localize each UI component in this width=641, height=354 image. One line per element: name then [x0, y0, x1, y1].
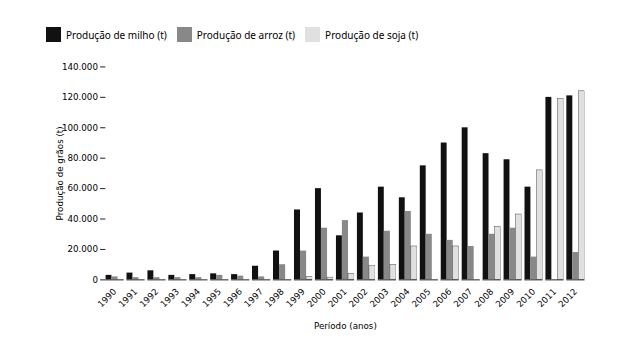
- svg-text:2002: 2002: [347, 287, 370, 310]
- svg-text:1994: 1994: [179, 286, 202, 309]
- svg-text:1992: 1992: [137, 287, 160, 310]
- svg-text:2003: 2003: [368, 287, 391, 310]
- svg-text:1999: 1999: [284, 287, 307, 310]
- svg-text:2012: 2012: [556, 287, 579, 310]
- svg-text:1998: 1998: [263, 287, 286, 310]
- svg-text:1996: 1996: [221, 287, 244, 310]
- svg-text:2005: 2005: [410, 287, 433, 310]
- svg-text:20.000: 20.000: [67, 244, 98, 254]
- svg-text:120.000: 120.000: [62, 92, 98, 102]
- svg-text:Produção de grãos (t): Produção de grãos (t): [55, 126, 65, 220]
- svg-text:1991: 1991: [117, 287, 140, 310]
- svg-text:100.000: 100.000: [62, 123, 98, 133]
- svg-text:1997: 1997: [242, 287, 265, 310]
- svg-text:2001: 2001: [326, 287, 349, 310]
- svg-text:1990: 1990: [96, 287, 119, 310]
- svg-text:60.000: 60.000: [67, 183, 98, 193]
- svg-text:2006: 2006: [431, 287, 454, 310]
- svg-text:2004: 2004: [389, 286, 412, 309]
- svg-text:0: 0: [92, 275, 98, 285]
- html-text:Produção de soja (t): Produção de soja (t): [325, 27, 419, 42]
- svg-text:80.000: 80.000: [67, 153, 98, 163]
- svg-text:2010: 2010: [515, 287, 538, 310]
- svg-text:140.000: 140.000: [62, 62, 98, 72]
- svg-text:2009: 2009: [494, 287, 517, 310]
- svg-text:40.000: 40.000: [67, 214, 98, 224]
- svg-text:2008: 2008: [473, 287, 496, 310]
- svg-text:2011: 2011: [535, 287, 558, 310]
- html-text:Produção de milho (t): Produção de milho (t): [66, 27, 167, 42]
- html-text:Produção de arroz (t): Produção de arroz (t): [196, 27, 296, 42]
- svg-text:1993: 1993: [158, 287, 181, 310]
- svg-text:1995: 1995: [200, 287, 223, 310]
- svg-text:Período (anos): Período (anos): [314, 321, 377, 331]
- svg-text:2000: 2000: [305, 287, 328, 310]
- svg-text:2007: 2007: [452, 287, 475, 310]
